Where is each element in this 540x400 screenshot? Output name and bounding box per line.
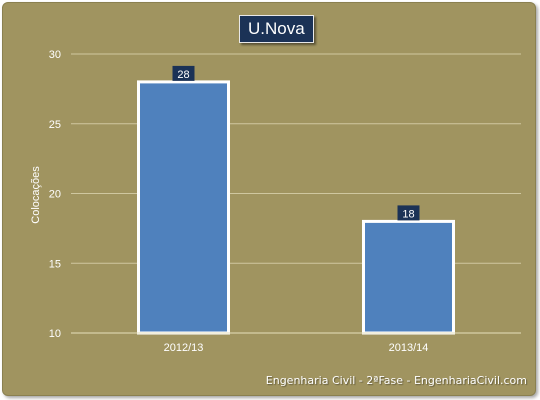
chart-area: U.Nova 10 15 20 25 30 28 18 2012/13 2013/14 Co… [2,2,536,396]
data-label-box [397,205,420,221]
data-label: 28 [177,69,189,81]
y-axis-ticks: 10 15 20 25 30 [49,49,61,340]
y-tick-label: 30 [49,49,61,61]
y-tick-label: 20 [49,189,61,201]
bar-chart: 10 15 20 25 30 28 18 2012/13 2013/14 Colocaçõe… [30,49,521,354]
data-label: 18 [402,208,414,220]
chart-title: U.Nova [239,15,314,43]
y-tick-label: 25 [49,119,61,131]
x-axis-ticks: 2012/13 2013/14 [71,332,521,354]
data-label-box [172,65,195,81]
data-labels: 28 18 [172,65,420,221]
x-tick-label: 2013/14 [389,342,429,354]
y-tick-label: 15 [49,258,61,270]
x-tick-label: 2012/13 [164,342,204,354]
y-axis-label: Colocações [30,166,42,224]
footer-credit: Engenharia Civil - 2ªFase - EngenhariaCi… [265,374,527,387]
bar [362,219,455,335]
y-tick-label: 10 [49,328,61,340]
bars [137,80,455,335]
bar [137,80,230,335]
